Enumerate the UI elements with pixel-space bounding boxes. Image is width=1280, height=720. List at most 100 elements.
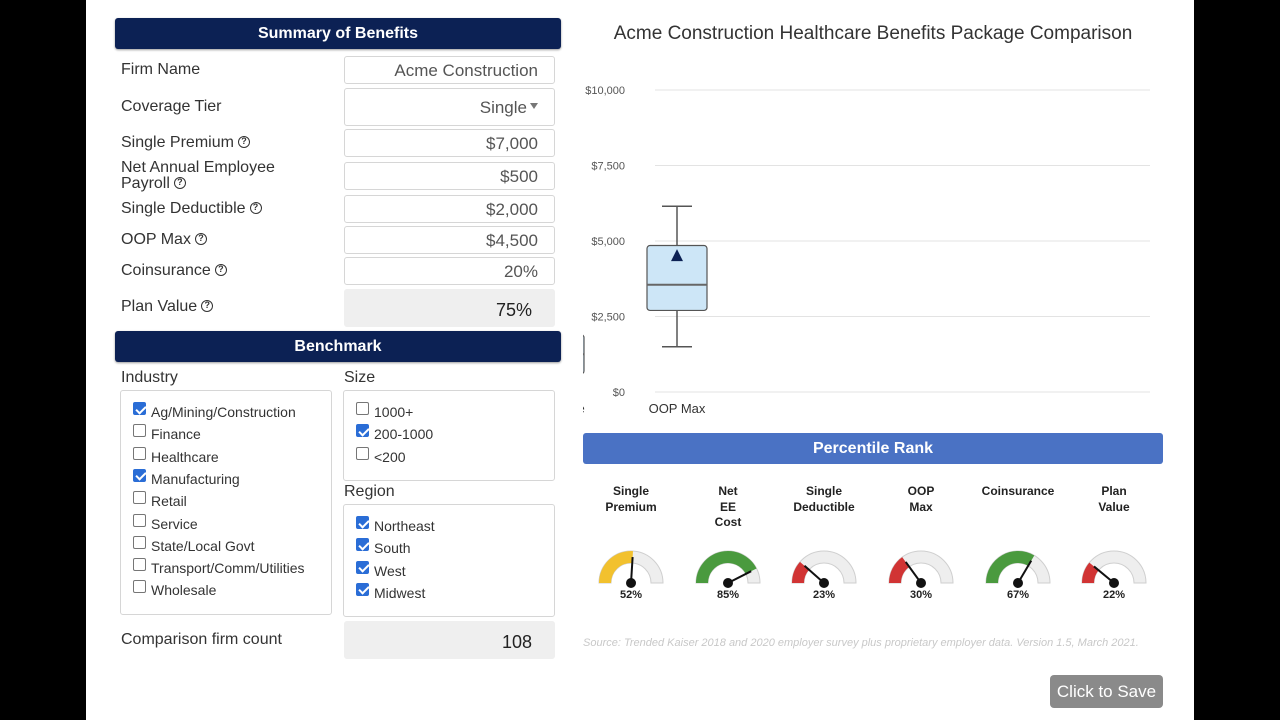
coverage-tier-select[interactable]: Single: [344, 88, 555, 126]
gauge-fill: [696, 551, 757, 583]
help-icon[interactable]: ?: [201, 299, 214, 312]
single-premium-label: Single Premium?: [121, 135, 250, 151]
industry-option[interactable]: Healthcare: [133, 446, 219, 465]
net-payroll-input[interactable]: $500: [344, 162, 555, 190]
industry-checkbox[interactable]: [133, 491, 146, 505]
help-icon[interactable]: ?: [173, 176, 186, 189]
size-option-label: 200-1000: [374, 426, 434, 443]
gauge-value: 22%: [1102, 589, 1126, 601]
firm-name-input[interactable]: Acme Construction: [344, 56, 555, 84]
region-checkbox[interactable]: [356, 538, 369, 552]
gauge: [791, 550, 857, 588]
gauge-label-line: Value: [1098, 499, 1130, 514]
single-premium-input[interactable]: $7,000: [344, 129, 555, 157]
industry-option-label: Ag/Mining/Construction: [151, 404, 296, 420]
x-tick-label: Deductible: [583, 401, 585, 416]
region-option-label: Midwest: [374, 584, 426, 601]
industry-option[interactable]: Finance: [133, 424, 201, 442]
save-button[interactable]: Click to Save: [1050, 675, 1163, 708]
size-option[interactable]: <200: [356, 446, 406, 465]
coinsurance-input[interactable]: 20%: [344, 257, 555, 285]
region-option-label: West: [374, 562, 406, 579]
size-checkbox[interactable]: [356, 402, 369, 415]
oop-max-label: OOP Max?: [121, 232, 207, 248]
gauge-label-line: Single: [612, 484, 649, 498]
region-checkbox[interactable]: [356, 560, 369, 574]
help-icon[interactable]: ?: [194, 232, 207, 245]
region-option[interactable]: South: [356, 538, 411, 556]
industry-option[interactable]: Service: [133, 513, 198, 532]
oop-max-input[interactable]: $4,500: [344, 226, 555, 254]
industry-checkbox[interactable]: [133, 535, 146, 549]
region-label: Region: [344, 483, 395, 500]
gauge-hub: [723, 578, 733, 588]
region-checkbox[interactable]: [356, 516, 369, 529]
gauge: [1081, 550, 1147, 588]
region-option[interactable]: Midwest: [356, 582, 426, 601]
firm-marker: [671, 249, 683, 262]
y-tick-label: $0: [613, 387, 625, 399]
gauge-fill: [599, 551, 634, 583]
industry-option[interactable]: Ag/Mining/Construction: [133, 402, 296, 420]
region-checkbox[interactable]: [356, 582, 369, 596]
y-tick-label: $5,000: [591, 236, 625, 248]
source-note: Source: Trended Kaiser 2018 and 2020 emp…: [583, 637, 1139, 649]
coinsurance-label: Coinsurance?: [121, 263, 227, 279]
industry-option[interactable]: State/Local Govt: [133, 535, 255, 554]
help-icon[interactable]: ?: [214, 263, 227, 276]
gauge-label-line: Single: [805, 484, 842, 498]
coverage-tier-value: Single: [479, 98, 527, 117]
help-icon[interactable]: ?: [249, 201, 262, 214]
size-label: Size: [344, 369, 376, 386]
region-option[interactable]: Northeast: [356, 516, 435, 534]
gauge: [985, 550, 1051, 588]
box-plot-chart: $0$2,500$5,000$7,500$10,000Single Premiu…: [583, 85, 1150, 416]
gauge-value: 30%: [909, 589, 933, 601]
size-option[interactable]: 200-1000: [356, 424, 434, 443]
gauge-value: 23%: [812, 589, 836, 601]
size-option-label: <200: [374, 448, 406, 465]
industry-checkbox[interactable]: [133, 402, 146, 415]
industry-option[interactable]: Manufacturing: [133, 468, 240, 487]
single-deductible-input[interactable]: $2,000: [344, 195, 555, 223]
gauge-label: Coinsurance: [973, 484, 1063, 500]
industry-checkbox[interactable]: [133, 424, 146, 438]
gauge-hub: [1109, 578, 1119, 588]
gauge-label: Plan Value: [1069, 484, 1159, 515]
gauge-hub: [626, 578, 636, 588]
benefits-page: Summary of Benefits Firm Name Acme Const…: [86, 0, 1194, 720]
industry-option[interactable]: Retail: [133, 491, 187, 509]
gauge-hub: [1013, 578, 1023, 588]
gauge-label-line: Cost: [714, 515, 742, 529]
industry-option[interactable]: Wholesale: [133, 580, 216, 598]
gauge: [888, 550, 954, 588]
size-checkbox[interactable]: [356, 424, 369, 438]
region-option[interactable]: West: [356, 560, 406, 579]
y-tick-label: $2,500: [591, 312, 625, 324]
region-checklist: Northeast South West Midwest: [343, 504, 555, 617]
plan-value-label: Plan Value?: [121, 299, 214, 315]
x-tick-label: OOP Max: [649, 401, 706, 416]
industry-checkbox[interactable]: [133, 446, 146, 460]
industry-checkbox[interactable]: [133, 468, 146, 482]
gauge-value: 67%: [1006, 589, 1030, 601]
comparison-count-label: Comparison firm count: [121, 631, 282, 648]
plan-value-output: 75%: [344, 289, 555, 327]
comparison-count-value: 108: [344, 621, 555, 659]
box: [646, 244, 708, 312]
gauge-label-line: Net: [718, 484, 738, 498]
industry-checkbox[interactable]: [133, 580, 146, 594]
industry-checkbox[interactable]: [133, 513, 146, 527]
chart-title: Acme Construction Healthcare Benefits Pa…: [613, 23, 1133, 44]
region-option-label: Northeast: [374, 518, 435, 534]
industry-checkbox[interactable]: [133, 558, 146, 572]
industry-label: Industry: [121, 369, 178, 386]
size-option[interactable]: 1000+: [356, 402, 413, 420]
gauge-label-line: OOP: [907, 484, 935, 498]
gauge-value: 85%: [716, 589, 740, 601]
size-checkbox[interactable]: [356, 446, 369, 460]
gauge-track: [791, 550, 857, 584]
industry-option-label: Manufacturing: [151, 470, 240, 487]
industry-option[interactable]: Transport/Comm/Utilities: [133, 558, 305, 576]
help-icon[interactable]: ?: [237, 135, 250, 148]
